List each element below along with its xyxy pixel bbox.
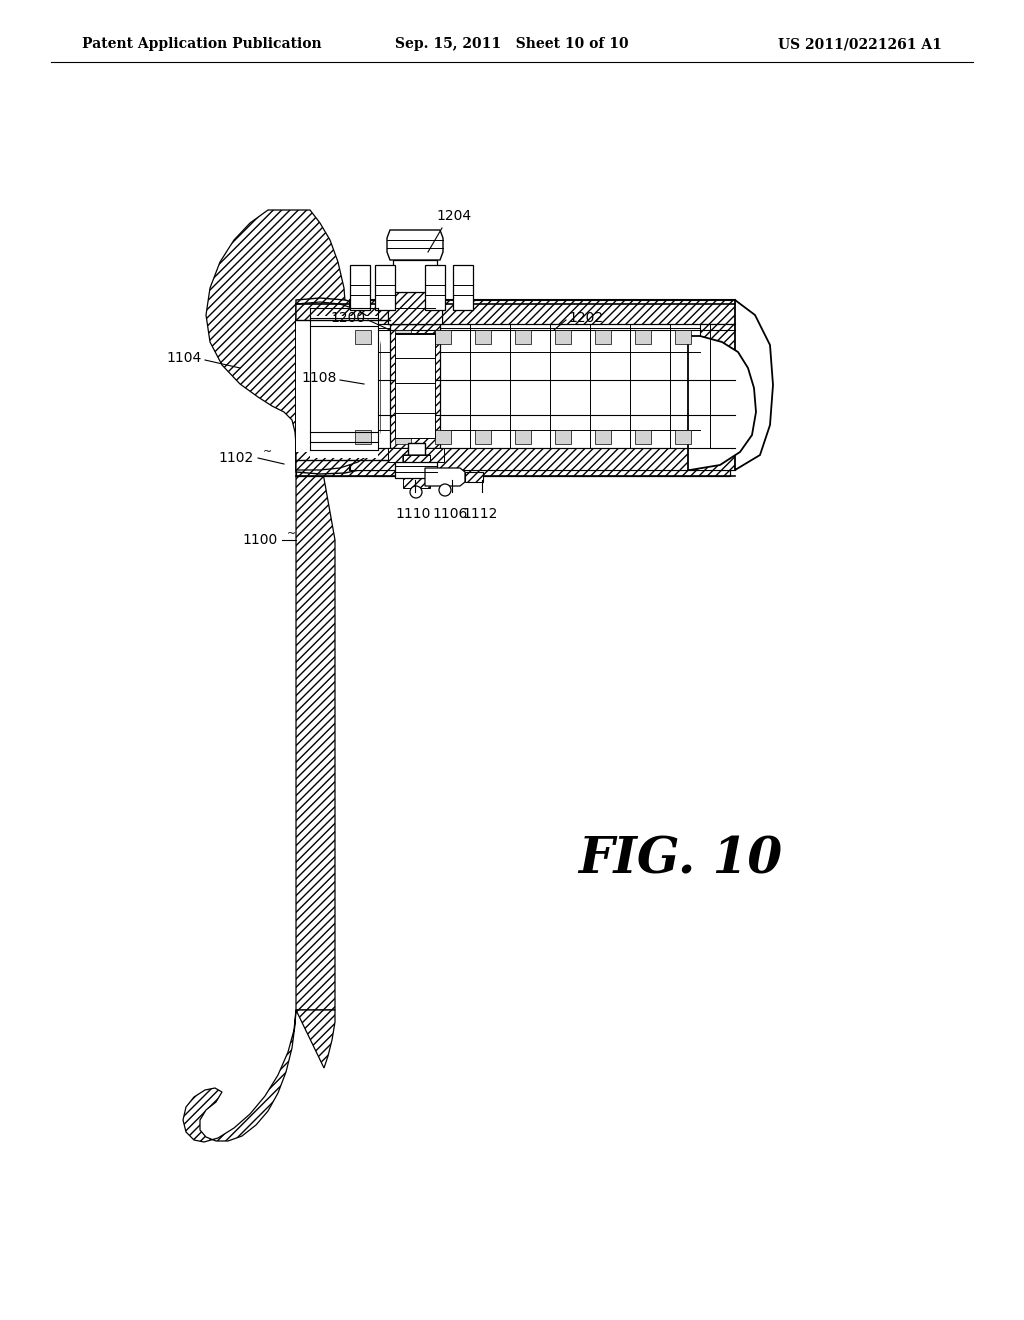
Polygon shape xyxy=(475,330,490,345)
Polygon shape xyxy=(635,330,651,345)
Polygon shape xyxy=(515,330,531,345)
Text: ~: ~ xyxy=(263,447,272,457)
Polygon shape xyxy=(635,430,651,444)
Text: 1112: 1112 xyxy=(462,507,498,521)
Polygon shape xyxy=(388,292,442,323)
Polygon shape xyxy=(675,330,691,345)
Text: US 2011/0221261 A1: US 2011/0221261 A1 xyxy=(778,37,942,51)
Text: Patent Application Publication: Patent Application Publication xyxy=(82,37,322,51)
Polygon shape xyxy=(183,1010,335,1142)
Polygon shape xyxy=(393,260,437,292)
Text: 1204: 1204 xyxy=(436,209,471,223)
Polygon shape xyxy=(355,330,371,345)
Polygon shape xyxy=(350,447,735,470)
Polygon shape xyxy=(435,430,451,444)
Polygon shape xyxy=(435,330,451,345)
Polygon shape xyxy=(206,210,346,445)
Polygon shape xyxy=(296,302,380,470)
Polygon shape xyxy=(425,469,465,486)
Polygon shape xyxy=(395,430,411,444)
Text: 1202: 1202 xyxy=(568,312,603,325)
Polygon shape xyxy=(388,447,444,462)
Polygon shape xyxy=(387,230,443,260)
Polygon shape xyxy=(555,330,571,345)
Polygon shape xyxy=(688,337,756,470)
Polygon shape xyxy=(395,462,437,478)
Polygon shape xyxy=(296,304,730,319)
Circle shape xyxy=(439,484,451,496)
Circle shape xyxy=(410,486,422,498)
Polygon shape xyxy=(296,319,380,451)
Polygon shape xyxy=(296,319,730,459)
Polygon shape xyxy=(388,292,442,323)
Polygon shape xyxy=(475,430,490,444)
Text: Sep. 15, 2011   Sheet 10 of 10: Sep. 15, 2011 Sheet 10 of 10 xyxy=(395,37,629,51)
Polygon shape xyxy=(350,300,735,323)
Polygon shape xyxy=(595,430,611,444)
Text: 1200: 1200 xyxy=(331,312,366,325)
Polygon shape xyxy=(595,330,611,345)
Text: 1106: 1106 xyxy=(432,507,468,521)
Polygon shape xyxy=(350,300,735,470)
Polygon shape xyxy=(515,430,531,444)
Text: 1100: 1100 xyxy=(243,533,278,546)
Polygon shape xyxy=(355,430,371,444)
Text: FIG. 10: FIG. 10 xyxy=(578,836,782,884)
Polygon shape xyxy=(403,455,430,488)
Polygon shape xyxy=(375,265,395,310)
Text: 1104: 1104 xyxy=(167,351,202,366)
Polygon shape xyxy=(408,444,425,459)
Polygon shape xyxy=(700,323,735,447)
Polygon shape xyxy=(425,265,445,310)
Polygon shape xyxy=(310,315,378,458)
Polygon shape xyxy=(675,430,691,444)
Text: 1102: 1102 xyxy=(219,451,254,465)
Polygon shape xyxy=(735,300,773,470)
Polygon shape xyxy=(296,459,730,477)
Polygon shape xyxy=(296,445,335,1010)
Text: 1108: 1108 xyxy=(302,371,337,385)
Polygon shape xyxy=(395,330,411,345)
Polygon shape xyxy=(403,455,430,488)
Polygon shape xyxy=(296,298,395,474)
Polygon shape xyxy=(350,265,370,310)
Polygon shape xyxy=(453,265,473,310)
Text: ~: ~ xyxy=(287,529,296,539)
Polygon shape xyxy=(350,300,378,470)
Polygon shape xyxy=(390,323,440,447)
Polygon shape xyxy=(465,473,483,482)
Text: 1110: 1110 xyxy=(395,507,431,521)
Polygon shape xyxy=(395,334,435,438)
Polygon shape xyxy=(555,430,571,444)
